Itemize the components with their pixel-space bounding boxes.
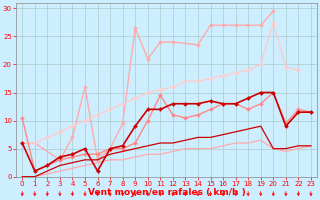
X-axis label: Vent moyen/en rafales ( km/h ): Vent moyen/en rafales ( km/h ): [88, 188, 245, 197]
